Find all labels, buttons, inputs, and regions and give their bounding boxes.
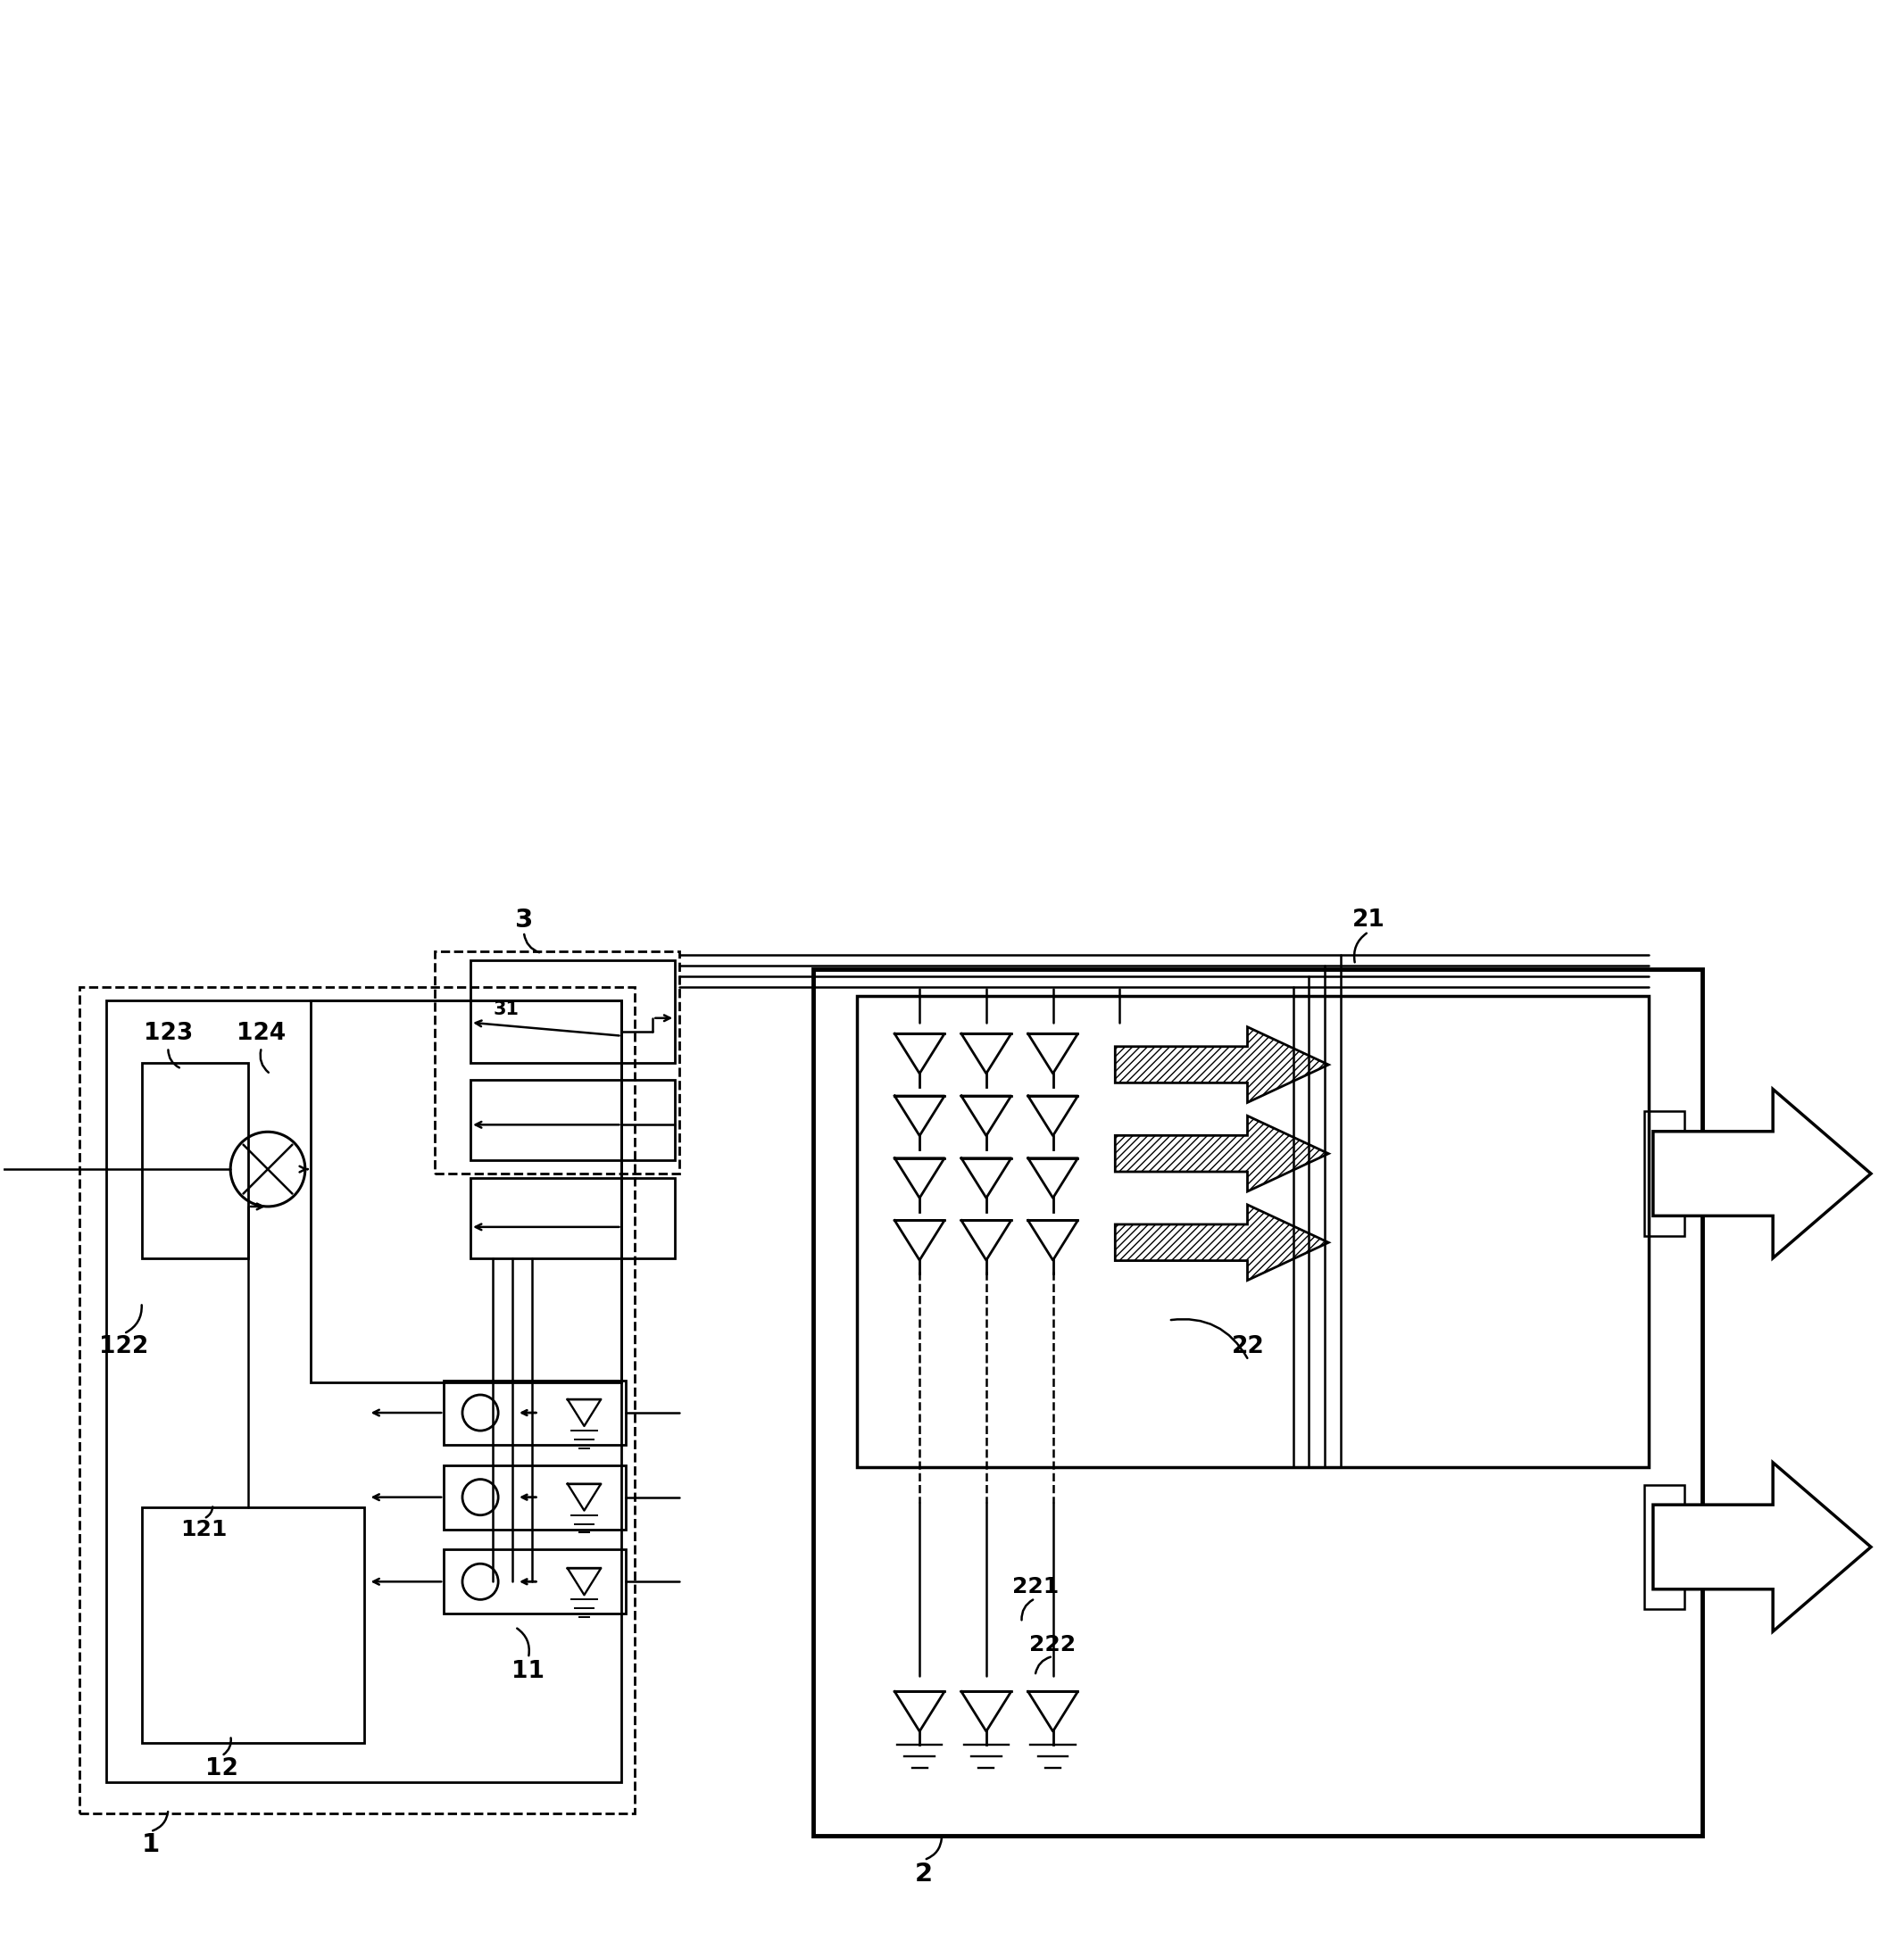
Bar (470, 961, 676, 1063)
Text: 11: 11 (512, 1660, 545, 1684)
Text: 1: 1 (141, 1832, 160, 1858)
Text: 22: 22 (1232, 1336, 1264, 1359)
Bar (444, 1380, 626, 1444)
Bar (107, 999, 623, 1782)
Bar (1645, 1111, 1685, 1235)
Text: 3: 3 (514, 909, 533, 934)
Bar (444, 1550, 626, 1614)
Bar (470, 1081, 676, 1160)
Bar (434, 951, 680, 1173)
Polygon shape (1116, 1204, 1329, 1280)
Polygon shape (1116, 1115, 1329, 1191)
Bar (813, 968, 1702, 1836)
Text: 31: 31 (493, 999, 520, 1019)
Text: 123: 123 (143, 1021, 192, 1044)
Bar (1645, 1485, 1685, 1608)
Text: 21: 21 (1352, 909, 1384, 932)
Text: 222: 222 (1030, 1633, 1076, 1655)
Text: 122: 122 (99, 1336, 149, 1359)
Bar (141, 1063, 248, 1258)
Bar (141, 1508, 364, 1742)
Bar (444, 1465, 626, 1529)
Bar (470, 1177, 676, 1258)
Polygon shape (1653, 1463, 1872, 1631)
Text: 121: 121 (181, 1519, 227, 1541)
Polygon shape (1653, 1088, 1872, 1258)
Text: 221: 221 (1011, 1575, 1059, 1599)
Polygon shape (1116, 1026, 1329, 1102)
Bar (80, 988, 636, 1813)
Text: 12: 12 (206, 1757, 238, 1780)
Text: 2: 2 (916, 1861, 933, 1887)
Text: 124: 124 (236, 1021, 286, 1044)
Bar (310, 999, 623, 1382)
Bar (857, 995, 1649, 1467)
